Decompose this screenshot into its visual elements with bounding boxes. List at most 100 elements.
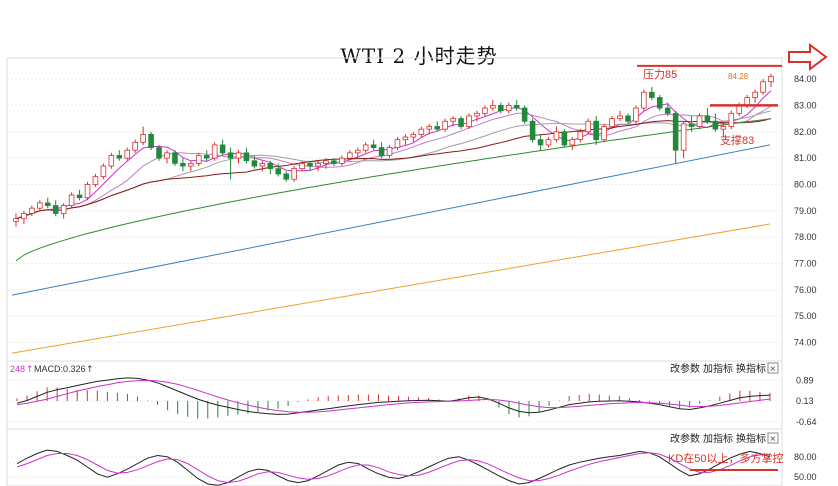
ma250-line — [11, 223, 771, 354]
candle — [124, 149, 131, 159]
ytick-label: 76.00 — [794, 285, 817, 295]
candle — [291, 168, 297, 180]
candle — [482, 107, 488, 114]
candle — [84, 184, 91, 199]
kd-annotation: KD在50以上，多方掌控 — [668, 451, 784, 465]
candle — [180, 162, 186, 167]
candle — [569, 139, 576, 146]
candle — [434, 126, 440, 130]
candle — [378, 147, 385, 156]
candle — [593, 120, 599, 141]
ytick-label: 81.00 — [794, 153, 817, 163]
macd-close-button[interactable] — [767, 362, 779, 374]
candle — [442, 120, 448, 130]
candle — [323, 160, 329, 164]
support-annotation: 支撑83 — [720, 133, 754, 147]
ytick-label: 78.00 — [794, 232, 817, 242]
candle — [195, 155, 202, 164]
candle — [362, 144, 369, 151]
macd-ytick-label: 0.13 — [796, 396, 814, 406]
candle — [656, 97, 663, 109]
macd-panel-frame — [6, 360, 783, 430]
kd-switch-indicator-button[interactable]: 换指标 — [736, 432, 766, 445]
candle — [211, 144, 218, 159]
ma30-line — [15, 118, 772, 220]
ytick-label: 84.00 — [794, 74, 817, 84]
ytick-label: 80.00 — [794, 179, 817, 189]
candle — [529, 120, 536, 141]
kd-edit-params-button[interactable]: 改参数 — [670, 432, 700, 445]
kd-close-button[interactable] — [767, 432, 779, 444]
macd-edit-params-button[interactable]: 改参数 — [670, 362, 700, 375]
candle — [680, 123, 687, 151]
candle — [307, 162, 313, 167]
kd-k-line — [16, 449, 771, 486]
kd-add-indicator-button[interactable]: 加指标 — [703, 432, 733, 445]
candle — [37, 202, 43, 209]
candle — [633, 107, 639, 122]
candle — [203, 155, 210, 159]
candle — [283, 173, 289, 180]
candle — [617, 115, 623, 120]
candle — [561, 131, 568, 146]
ytick-label: 82.00 — [794, 127, 817, 137]
candle — [537, 139, 544, 146]
candle — [513, 105, 520, 109]
ytick-label: 83.00 — [794, 100, 817, 110]
macd-up-arrow-icon: ↑ — [86, 365, 94, 375]
candle — [466, 115, 472, 127]
candle — [498, 105, 504, 112]
candle — [553, 131, 560, 141]
candle — [172, 152, 178, 164]
macd-dif-line — [16, 377, 771, 415]
candle — [331, 160, 337, 164]
candle — [299, 162, 305, 170]
candle — [577, 131, 584, 141]
candle — [450, 118, 456, 122]
macd-arrow-icon: ↑ — [26, 365, 34, 375]
kd-d-line — [16, 452, 770, 484]
candle — [29, 207, 35, 214]
candle — [728, 112, 735, 127]
ytick-label: 77.00 — [794, 259, 817, 269]
ma10-line — [15, 105, 772, 220]
macd-value: MACD:0.326 — [34, 364, 86, 374]
candle — [68, 194, 75, 206]
candle — [315, 162, 321, 167]
macd-ytick-label: -0.64 — [796, 417, 817, 427]
main-ytick-labels: 84.00 83.00 82.00 81.00 80.00 79.00 78.00 77.00… — [794, 74, 817, 347]
candle — [760, 81, 766, 93]
candle — [696, 115, 703, 127]
ma120-line — [11, 144, 771, 296]
candle — [52, 205, 59, 214]
candlestick-series — [13, 73, 774, 227]
macd-add-indicator-button[interactable]: 加指标 — [703, 362, 733, 375]
candle — [339, 157, 345, 164]
candle — [402, 136, 409, 141]
macd-switch-indicator-button[interactable]: 换指标 — [736, 362, 766, 375]
kd-ytick-label: 50.00 — [794, 472, 817, 482]
candle — [354, 149, 361, 154]
candle — [148, 134, 154, 148]
kd-close-icon: ✕ — [770, 435, 777, 444]
candle — [601, 126, 607, 141]
last-price-label: 84.28 — [728, 72, 749, 81]
candle — [60, 205, 67, 214]
candle — [672, 112, 679, 151]
moving-average-lines — [11, 90, 772, 354]
candle — [426, 126, 433, 130]
candle — [227, 152, 234, 159]
candle — [21, 213, 27, 220]
candle — [235, 152, 242, 159]
candle — [44, 202, 51, 206]
candle — [251, 160, 258, 167]
candle — [720, 126, 727, 130]
candle — [490, 105, 496, 109]
candle — [347, 152, 353, 159]
kd-panel-frame — [6, 428, 783, 486]
candle — [418, 128, 425, 135]
candle — [712, 120, 719, 130]
candle — [752, 91, 758, 98]
candle — [259, 162, 266, 167]
candle — [243, 152, 250, 162]
